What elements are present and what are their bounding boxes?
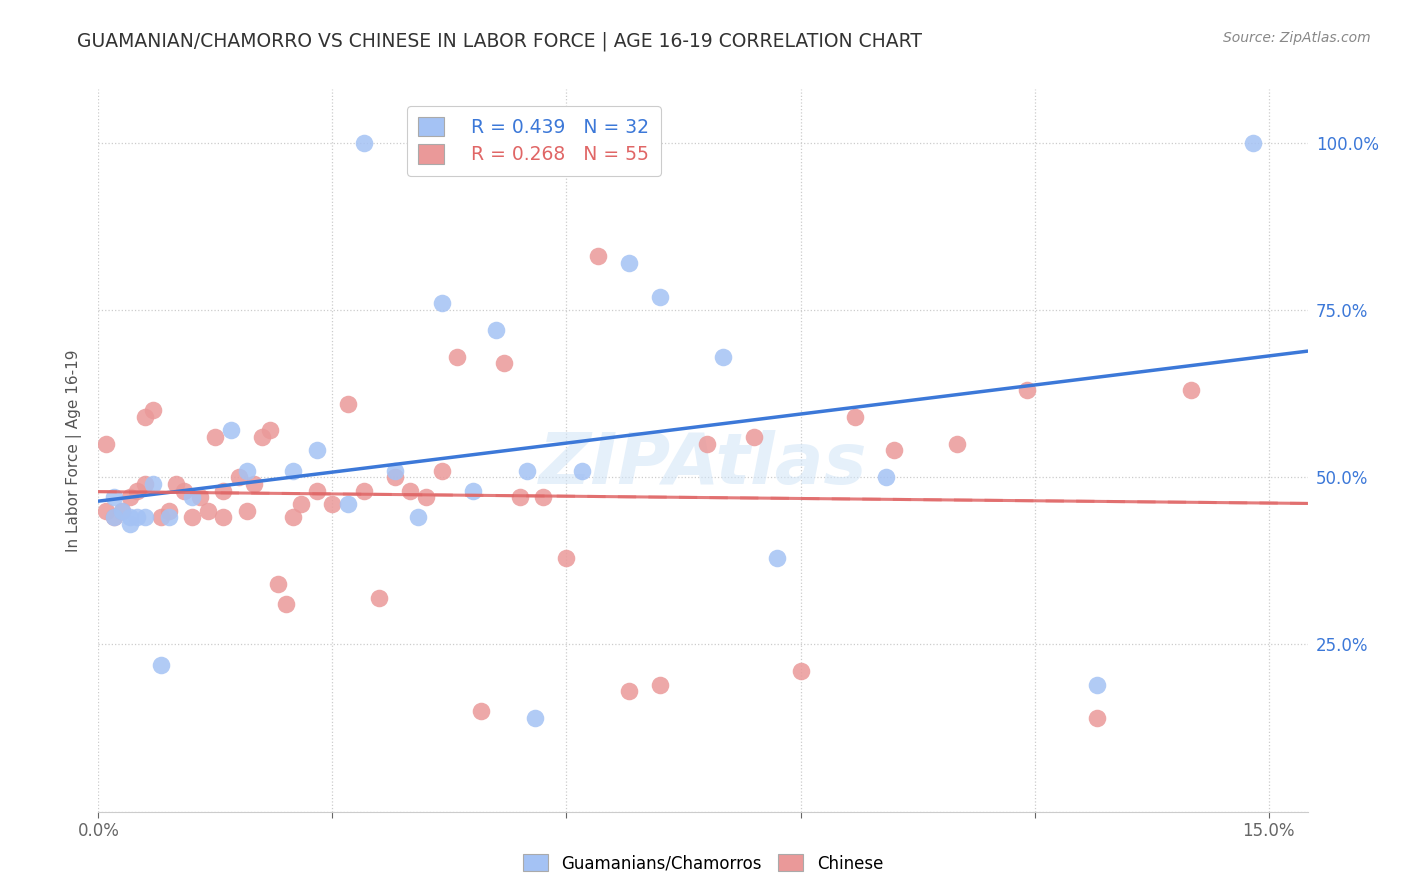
Point xyxy=(516,464,538,478)
Point xyxy=(142,476,165,491)
Point xyxy=(103,510,125,524)
Point xyxy=(290,497,312,511)
Point xyxy=(235,464,257,478)
Point xyxy=(711,350,734,364)
Point xyxy=(111,503,134,517)
Point xyxy=(337,396,360,410)
Point xyxy=(742,430,765,444)
Point xyxy=(127,510,149,524)
Text: GUAMANIAN/CHAMORRO VS CHINESE IN LABOR FORCE | AGE 16-19 CORRELATION CHART: GUAMANIAN/CHAMORRO VS CHINESE IN LABOR F… xyxy=(77,31,922,51)
Point xyxy=(470,705,492,719)
Point xyxy=(204,430,226,444)
Point xyxy=(134,510,156,524)
Point xyxy=(252,430,274,444)
Point xyxy=(165,476,187,491)
Point xyxy=(283,464,305,478)
Point xyxy=(173,483,195,498)
Point xyxy=(509,491,531,505)
Point xyxy=(415,491,437,505)
Y-axis label: In Labor Force | Age 16-19: In Labor Force | Age 16-19 xyxy=(66,349,83,552)
Point xyxy=(305,483,328,498)
Point xyxy=(353,136,375,150)
Point xyxy=(875,470,897,484)
Point xyxy=(648,289,671,303)
Point xyxy=(461,483,484,498)
Point xyxy=(617,256,640,270)
Point xyxy=(883,443,905,458)
Point xyxy=(430,464,453,478)
Point xyxy=(368,591,391,605)
Point xyxy=(586,250,609,264)
Point xyxy=(219,424,242,438)
Point xyxy=(181,510,204,524)
Point xyxy=(321,497,343,511)
Point xyxy=(134,476,156,491)
Point xyxy=(571,464,593,478)
Point xyxy=(235,503,257,517)
Point xyxy=(188,491,211,505)
Point xyxy=(118,517,141,532)
Point xyxy=(1085,678,1108,692)
Point xyxy=(406,510,429,524)
Text: Source: ZipAtlas.com: Source: ZipAtlas.com xyxy=(1223,31,1371,45)
Point xyxy=(157,510,180,524)
Point xyxy=(945,436,967,450)
Point xyxy=(1180,384,1202,398)
Point xyxy=(149,510,172,524)
Point xyxy=(485,323,508,337)
Point xyxy=(430,296,453,310)
Point xyxy=(157,503,180,517)
Point xyxy=(494,356,516,371)
Point xyxy=(696,436,718,450)
Point xyxy=(384,464,406,478)
Point xyxy=(149,657,172,672)
Point xyxy=(96,503,118,517)
Point xyxy=(1015,384,1038,398)
Legend:   R = 0.439   N = 32,   R = 0.268   N = 55: R = 0.439 N = 32, R = 0.268 N = 55 xyxy=(406,106,661,176)
Point xyxy=(228,470,250,484)
Point xyxy=(531,491,554,505)
Point xyxy=(274,598,297,612)
Point xyxy=(118,491,141,505)
Point xyxy=(446,350,468,364)
Point xyxy=(243,476,266,491)
Point xyxy=(103,491,125,505)
Point xyxy=(181,491,204,505)
Point xyxy=(103,510,125,524)
Point xyxy=(142,403,165,417)
Point xyxy=(648,678,671,692)
Point xyxy=(399,483,422,498)
Point xyxy=(267,577,290,591)
Point xyxy=(384,470,406,484)
Point xyxy=(1085,711,1108,725)
Point xyxy=(617,684,640,698)
Point xyxy=(353,483,375,498)
Point xyxy=(111,503,134,517)
Point xyxy=(212,510,235,524)
Point xyxy=(134,410,156,425)
Point xyxy=(555,550,578,565)
Point xyxy=(524,711,547,725)
Point xyxy=(789,664,811,679)
Point xyxy=(118,510,141,524)
Point xyxy=(844,410,866,425)
Point xyxy=(305,443,328,458)
Point xyxy=(96,436,118,450)
Point xyxy=(212,483,235,498)
Point xyxy=(1241,136,1264,150)
Point xyxy=(197,503,219,517)
Point xyxy=(283,510,305,524)
Point xyxy=(259,424,281,438)
Text: ZIPAtlas: ZIPAtlas xyxy=(538,431,868,500)
Point xyxy=(337,497,360,511)
Point xyxy=(127,483,149,498)
Point xyxy=(766,550,789,565)
Legend: Guamanians/Chamorros, Chinese: Guamanians/Chamorros, Chinese xyxy=(516,847,890,880)
